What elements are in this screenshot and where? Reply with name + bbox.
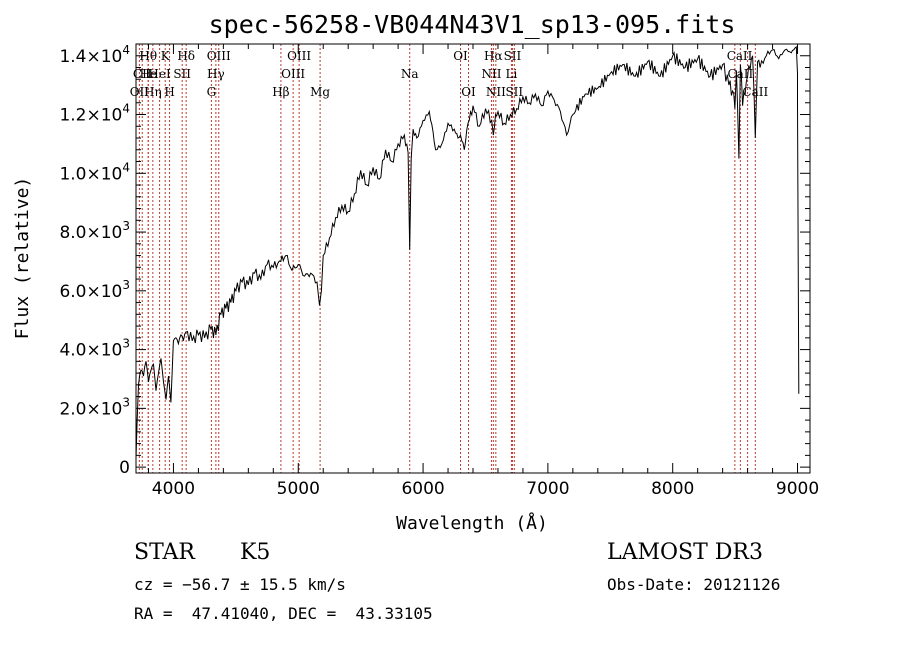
line-label-20: NII: [481, 67, 501, 81]
redshift-cz: cz = −56.7 ± 15.5 km/s: [134, 575, 346, 594]
line-label-8: SII: [173, 67, 191, 81]
line-label-28: CaII: [742, 85, 768, 99]
line-label-3: He: [139, 67, 157, 81]
x-tick-label-2: 6000: [401, 479, 444, 499]
flux-series-line: [135, 45, 800, 459]
x-tick-label-1: 5000: [277, 479, 320, 499]
line-label-10: G: [207, 85, 217, 99]
y-tick-label-2: 4.0×103: [59, 337, 130, 361]
line-label-22: NII: [486, 85, 506, 99]
line-label-25: SII: [505, 85, 523, 99]
x-axis-ticks: 4000 5000 6000 7000 8000 9000: [147, 44, 819, 499]
line-label-14: OIII: [281, 67, 305, 81]
observation-date: Obs-Date: 20121126: [607, 575, 781, 594]
line-label-18: OI: [453, 49, 468, 63]
y-tick-label-0: 0: [119, 458, 130, 478]
line-label-21: Hα: [484, 49, 503, 63]
object-subclass: K5: [240, 540, 271, 565]
line-label-7: H: [164, 85, 174, 99]
line-label-5: HeI: [148, 67, 171, 81]
y-axis-label: Flux (relative): [12, 177, 33, 340]
line-label-26: Ca: [727, 49, 743, 63]
spectral-line-labels: OIICIIHθHeHηHeIKHSIIHδGHγOIIIHβOIIIOIIIM…: [130, 49, 769, 99]
line-label-6: K: [161, 49, 171, 63]
x-axis-label: Wavelength (Å): [396, 512, 548, 534]
line-label-1: CII: [133, 67, 152, 81]
line-label-11: Hγ: [207, 67, 225, 81]
line-label-4: Hη: [144, 85, 162, 99]
line-label-23: Li: [506, 67, 518, 81]
y-tick-label-6: 1.2×104: [59, 102, 130, 126]
line-label-9: Hδ: [177, 49, 195, 63]
y-tick-label-3: 6.0×103: [59, 278, 130, 302]
line-label-0: OII: [130, 85, 150, 99]
line-label-16: Mg: [310, 85, 330, 99]
y-tick-label-1: 2.0×103: [59, 395, 130, 419]
line-label-19: OI: [461, 85, 476, 99]
ra-dec-coordinates: RA = 47.41040, DEC = 43.33105: [134, 604, 433, 623]
chart-title: spec-56258-VB044N43V1_sp13-095.fits: [209, 10, 736, 39]
x-tick-label-5: 9000: [776, 479, 819, 499]
line-label-13: Hβ: [272, 85, 289, 99]
y-axis-ticks: 0 2.0×103 4.0×103 6.0×103 8.0×103 1.0×104 1.2×…: [59, 43, 810, 478]
line-label-12: OIII: [207, 49, 231, 63]
x-tick-label-0: 4000: [152, 479, 195, 499]
spectral-line-markers: [138, 44, 756, 473]
y-tick-label-5: 1.0×104: [59, 160, 130, 184]
line-label-24: SII: [504, 49, 522, 63]
line-label-15: OIII: [287, 49, 311, 63]
x-tick-label-4: 8000: [651, 479, 694, 499]
x-tick-label-3: 7000: [526, 479, 569, 499]
line-label-17: Na: [401, 67, 419, 81]
line-label-2: Hθ: [139, 49, 157, 63]
y-tick-label-7: 1.4×104: [59, 43, 130, 67]
survey-name: LAMOST DR3: [607, 540, 763, 565]
y-tick-label-4: 8.0×103: [59, 219, 130, 243]
line-label-29: II: [743, 49, 753, 63]
object-class: STAR: [134, 540, 195, 565]
